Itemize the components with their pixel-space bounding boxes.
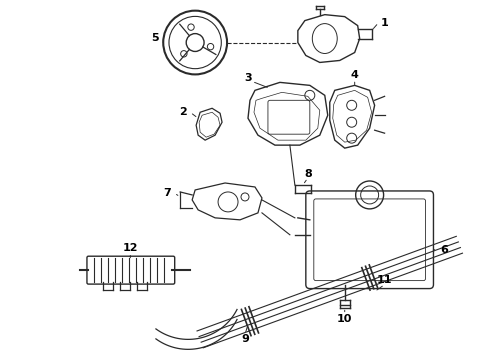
Text: 6: 6 (441, 245, 448, 255)
Text: 3: 3 (244, 73, 252, 84)
Text: 12: 12 (122, 243, 138, 253)
Text: 7: 7 (163, 188, 171, 198)
Text: 8: 8 (304, 169, 312, 179)
Text: 9: 9 (241, 334, 249, 345)
Text: 5: 5 (151, 32, 159, 42)
Text: 2: 2 (179, 107, 187, 117)
Text: 10: 10 (337, 314, 352, 324)
Text: 11: 11 (377, 275, 392, 285)
Text: 4: 4 (351, 71, 359, 80)
Text: 1: 1 (381, 18, 389, 28)
